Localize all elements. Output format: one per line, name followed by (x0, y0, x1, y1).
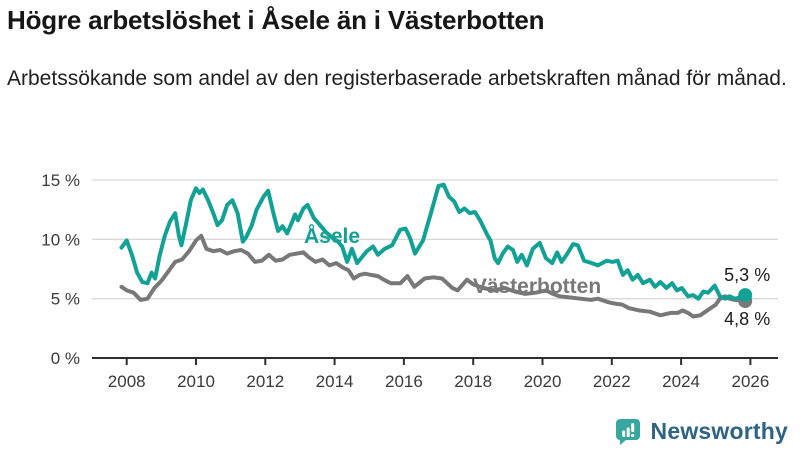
x-tick-label: 2022 (593, 372, 631, 391)
series-label--sele: Åsele (304, 224, 360, 248)
newsworthy-logo-icon (615, 419, 640, 445)
y-tick-label: 10 % (41, 230, 80, 249)
x-tick-label: 2010 (177, 372, 215, 391)
x-tick-label: 2012 (246, 372, 284, 391)
series-end-dot--sele (738, 288, 753, 303)
series-line-v-sterbotten (119, 233, 748, 319)
series-line--sele (119, 182, 748, 301)
chart-title: Högre arbetslöshet i Åsele än i Västerbo… (7, 5, 545, 35)
logo-bar-1 (621, 430, 625, 437)
brand-name: Newsworthy (650, 417, 788, 444)
end-value-label-v-sterbotten: 4,8 % (724, 309, 770, 329)
y-tick-label: 5 % (51, 290, 80, 309)
chart-subtitle: Arbetssökande som andel av den registerb… (7, 66, 787, 90)
x-tick-label: 2026 (731, 372, 769, 391)
x-tick-label: 2014 (316, 372, 354, 391)
end-value-label--sele: 5,3 % (724, 265, 770, 285)
x-tick-label: 2016 (385, 372, 423, 391)
y-tick-label: 0 % (51, 349, 80, 368)
x-tick-label: 2018 (454, 372, 492, 391)
chart-header: Högre arbetslöshet i Åsele än i Västerbo… (7, 5, 795, 94)
x-tick-label: 2024 (662, 372, 700, 391)
x-tick-label: 2008 (108, 372, 146, 391)
logo-exclamation-bar (630, 423, 634, 432)
x-tick-label: 2020 (524, 372, 562, 391)
logo-bar-2 (626, 427, 630, 437)
logo-exclamation-dot (630, 433, 634, 438)
y-tick-label: 15 % (41, 171, 80, 190)
series-label-v-sterbotten: Västerbotten (473, 275, 601, 298)
brand-footer: Newsworthy (613, 416, 788, 446)
